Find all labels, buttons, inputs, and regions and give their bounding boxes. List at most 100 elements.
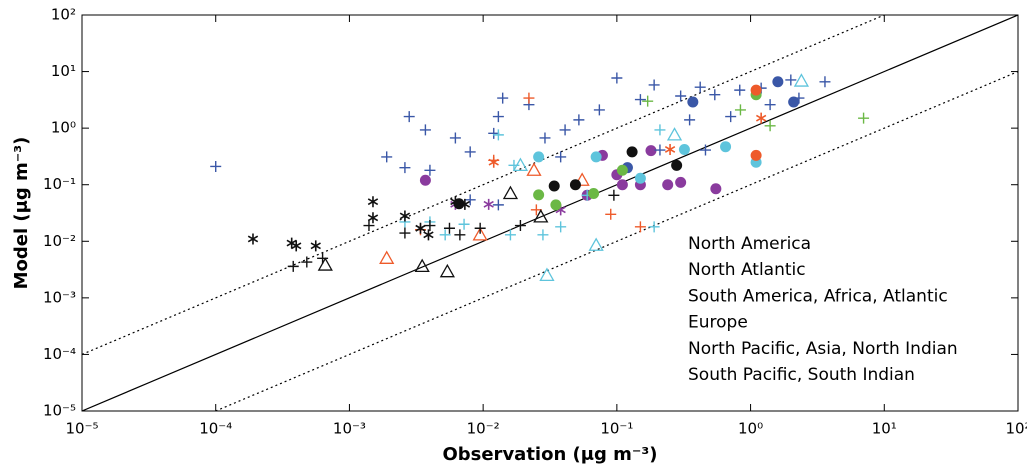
point-plus <box>424 164 436 176</box>
y-tick-label: 10⁻² <box>43 232 76 250</box>
point-circle <box>772 76 784 88</box>
point-asterisk <box>459 198 471 210</box>
point-triangle <box>539 267 555 281</box>
point-plus <box>464 194 476 206</box>
point-plus <box>399 162 411 174</box>
point-plus <box>363 220 375 232</box>
point-plus <box>654 144 666 156</box>
one-to-one-line <box>82 15 1018 411</box>
point-circle <box>419 174 431 186</box>
y-tick-label: 10⁻⁵ <box>43 402 76 420</box>
point-plus <box>819 76 831 88</box>
point-plus <box>648 79 660 91</box>
point-triangle <box>666 127 683 141</box>
point-plus <box>593 104 605 116</box>
y-tick-label: 10⁻⁴ <box>43 345 76 363</box>
point-asterisk <box>488 156 499 168</box>
x-tick-label: 10¹ <box>872 420 897 438</box>
point-plus <box>537 229 549 241</box>
point-plus <box>514 220 526 232</box>
point-plus <box>634 221 646 233</box>
point-plus <box>497 92 509 104</box>
point-plus <box>684 114 696 126</box>
point-triangle <box>379 250 395 264</box>
point-circle <box>675 176 687 188</box>
point-triangle <box>414 258 430 273</box>
point-asterisk <box>415 222 426 234</box>
point-plus <box>492 199 504 211</box>
legend-entry: Europe <box>688 313 748 333</box>
point-plus <box>449 132 461 144</box>
point-plus <box>317 252 329 264</box>
point-plus <box>492 111 504 123</box>
x-tick-label: 10⁰ <box>738 420 763 438</box>
point-plus <box>492 129 504 141</box>
point-plus <box>709 89 721 101</box>
y-tick-label: 10² <box>51 6 76 24</box>
point-plus <box>399 227 411 239</box>
point-plus <box>764 120 776 132</box>
point-plus <box>464 146 476 158</box>
point-plus <box>523 92 535 104</box>
point-plus <box>555 221 567 233</box>
point-plus <box>424 220 436 232</box>
point-plus <box>454 229 466 241</box>
point-plus <box>675 90 687 102</box>
point-circle <box>626 146 638 158</box>
legend-entry: North America <box>688 234 811 254</box>
point-plus <box>488 127 500 139</box>
point-circle <box>720 141 732 153</box>
point-plus <box>381 151 393 163</box>
point-plus <box>458 218 470 230</box>
point-asterisk <box>423 229 434 241</box>
x-tick-label: 10⁻⁵ <box>65 420 98 438</box>
point-asterisk <box>399 210 411 222</box>
point-plus <box>555 151 567 163</box>
point-triangle <box>512 157 529 171</box>
y-axis-label: Model (μg m⁻³) <box>11 137 32 290</box>
plot-frame <box>81 14 1019 412</box>
point-circle <box>616 164 628 176</box>
point-plus <box>439 229 451 241</box>
point-plus <box>611 72 623 84</box>
legend-entry: North Atlantic <box>688 260 806 280</box>
point-triangle <box>588 237 604 251</box>
point-circle <box>533 189 545 201</box>
point-asterisk <box>664 143 676 155</box>
point-circle <box>569 179 581 191</box>
point-plus <box>785 74 797 86</box>
point-circle <box>678 143 690 155</box>
point-plus <box>734 104 746 116</box>
point-asterisk <box>310 240 321 252</box>
point-circle <box>687 96 699 108</box>
point-plus <box>608 189 620 201</box>
point-plus <box>403 111 415 123</box>
point-triangle <box>793 73 810 87</box>
point-asterisk <box>755 112 767 124</box>
legend-entry: South America, Africa, Atlantic <box>688 286 948 306</box>
y-tick-label: 10¹ <box>51 62 76 80</box>
point-plus <box>734 84 746 96</box>
point-triangle <box>574 172 590 186</box>
point-plus <box>301 256 313 268</box>
point-plus <box>573 114 585 126</box>
x-tick-label: 10⁻³ <box>333 420 366 438</box>
point-asterisk <box>247 233 259 245</box>
point-circle <box>750 84 762 96</box>
point-circle <box>750 149 762 161</box>
point-plus <box>858 112 870 124</box>
point-asterisk <box>291 240 302 252</box>
point-plus <box>648 221 660 233</box>
point-plus <box>699 144 711 156</box>
point-plus <box>694 81 706 93</box>
point-circle <box>588 187 600 199</box>
point-triangle <box>526 162 542 176</box>
x-tick-label: 10⁻² <box>467 420 500 438</box>
y-tick-label: 10⁰ <box>51 119 76 137</box>
x-axis-label: Observation (μg m⁻³) <box>442 444 657 465</box>
point-plus <box>530 204 542 216</box>
x-tick-label: 10⁻⁴ <box>199 420 232 438</box>
point-circle <box>710 183 722 195</box>
point-plus <box>443 222 455 234</box>
